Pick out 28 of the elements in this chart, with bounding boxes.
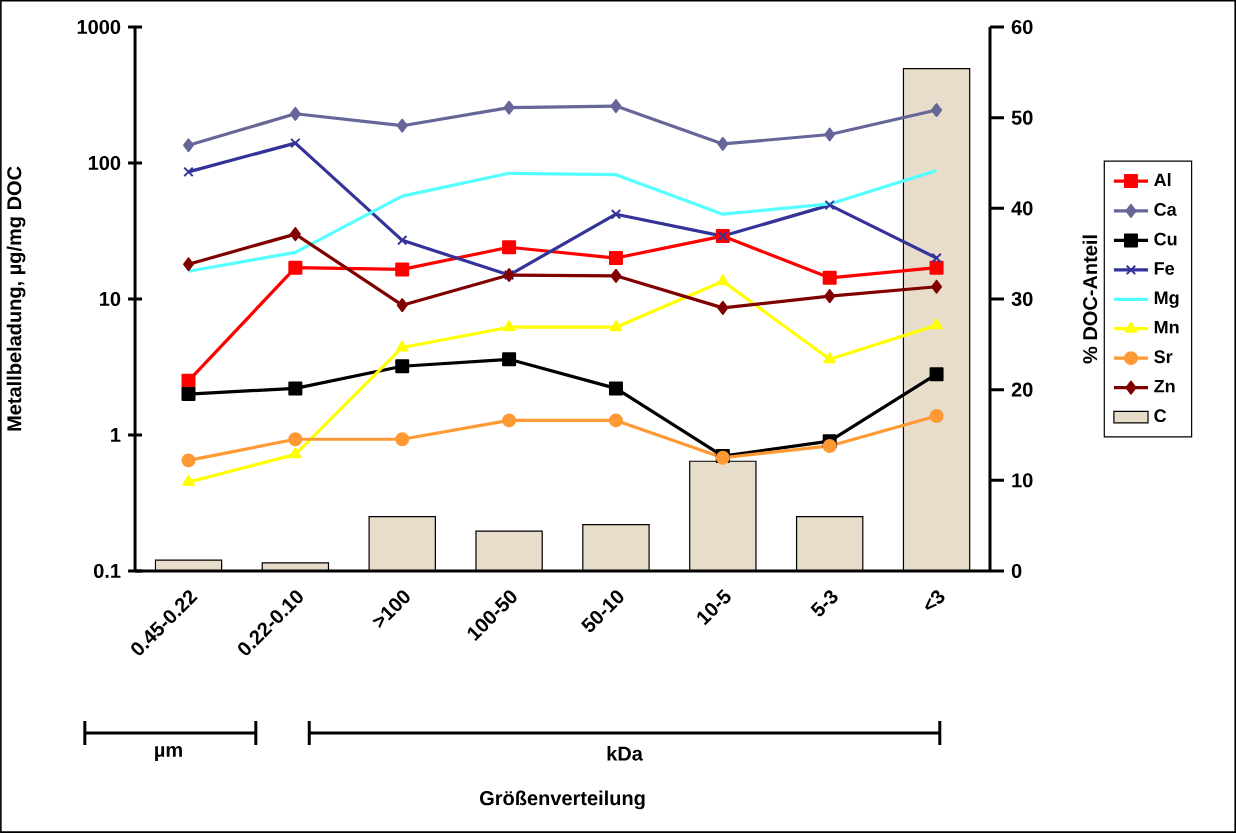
- y-tick-label: 1000: [77, 19, 121, 35]
- y2-tick-label: 50: [1011, 110, 1033, 125]
- y2-tick-label: 40: [1011, 201, 1033, 216]
- y-axis-title: Metallbeladung, µg/mg DOC: [6, 166, 26, 431]
- x-tick-label: <3: [925, 590, 945, 610]
- legend-label: Cu: [1154, 232, 1177, 246]
- y-tick-label: 1: [111, 428, 121, 442]
- legend-label: Zn: [1154, 379, 1175, 393]
- legend-label: Mg: [1154, 291, 1179, 308]
- legend-label: Mn: [1154, 321, 1179, 334]
- text: Größenverteilung: [480, 790, 645, 810]
- y2-tick-label: 10: [1012, 473, 1033, 488]
- y-tick-label: 0.1: [93, 563, 121, 579]
- y2-tick-label: 60: [1011, 19, 1033, 35]
- y2-axis-title: % DOC-Anteil: [1082, 235, 1098, 364]
- y2-tick-label: 30: [1011, 291, 1033, 307]
- legend-label: C: [1154, 409, 1167, 423]
- legend-label: Sr: [1154, 350, 1173, 364]
- legend-label: Al: [1154, 173, 1171, 187]
- text: kDa: [607, 746, 643, 761]
- legend-label: Ca: [1154, 203, 1177, 216]
- y2-tick-label: 0: [1011, 563, 1022, 579]
- y-tick-label: 100: [88, 155, 121, 171]
- y2-tick-label: 20: [1011, 382, 1033, 397]
- x-tick-label: 5-3: [810, 590, 838, 617]
- legend-label: Fe: [1154, 262, 1175, 275]
- y-tick-label: 10: [100, 291, 121, 307]
- text: µm: [155, 746, 182, 761]
